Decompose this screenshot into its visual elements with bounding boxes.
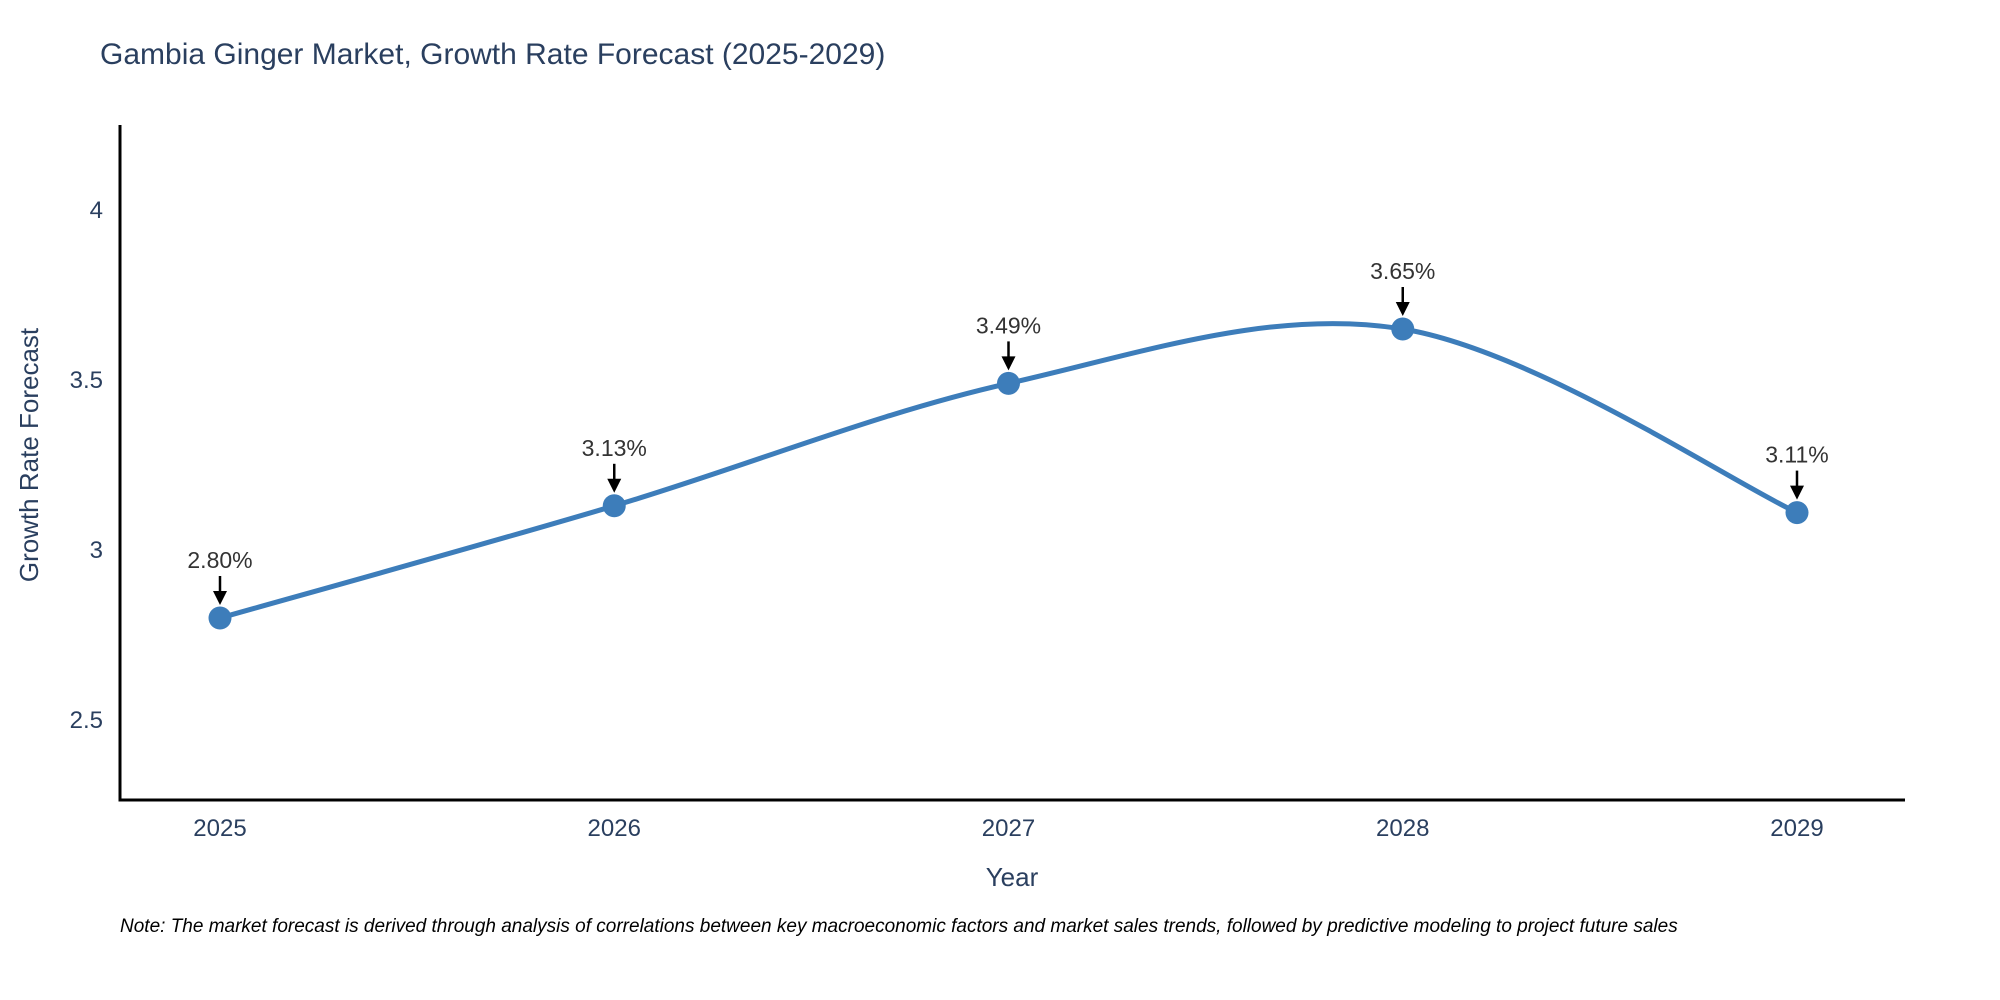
y-tick-label: 4: [90, 197, 103, 224]
y-tick-label: 3.5: [70, 367, 103, 394]
annotation-label: 3.13%: [582, 435, 647, 461]
annotation-label: 3.49%: [976, 312, 1041, 338]
annotation-arrowhead: [213, 591, 227, 605]
data-point-marker: [1785, 501, 1809, 525]
y-tick-label: 2.5: [70, 707, 103, 734]
x-tick-label: 2027: [982, 815, 1035, 842]
growth-rate-line-chart: Growth Rate Forecast Year 2.5 3 3.5 4 2025 20…: [14, 125, 1905, 892]
x-axis-title: Year: [986, 862, 1039, 892]
data-point-marker: [208, 606, 232, 630]
annotation-arrowhead: [1790, 485, 1804, 500]
annotation-label: 3.11%: [1765, 442, 1829, 468]
footnote: Note: The market forecast is derived thr…: [120, 916, 1678, 937]
x-tick-label: 2029: [1770, 815, 1823, 842]
y-tick-label: 3: [90, 537, 103, 564]
x-tick-label: 2025: [193, 815, 246, 842]
data-point-marker: [602, 494, 626, 518]
data-point-marker: [997, 371, 1020, 395]
annotation-arrowhead: [1395, 302, 1410, 316]
x-tick-label: 2028: [1376, 815, 1429, 842]
data-point-marker: [1391, 317, 1415, 341]
x-tick-label: 2026: [588, 815, 641, 842]
annotation-arrowhead: [1001, 356, 1016, 371]
annotation-label: 2.80%: [187, 547, 252, 573]
y-axis-title: Growth Rate Forecast: [14, 327, 44, 582]
annotation-arrowhead: [607, 478, 622, 493]
chart-title: Gambia Ginger Market, Growth Rate Foreca…: [100, 38, 886, 71]
annotation-label: 3.65%: [1370, 258, 1435, 284]
